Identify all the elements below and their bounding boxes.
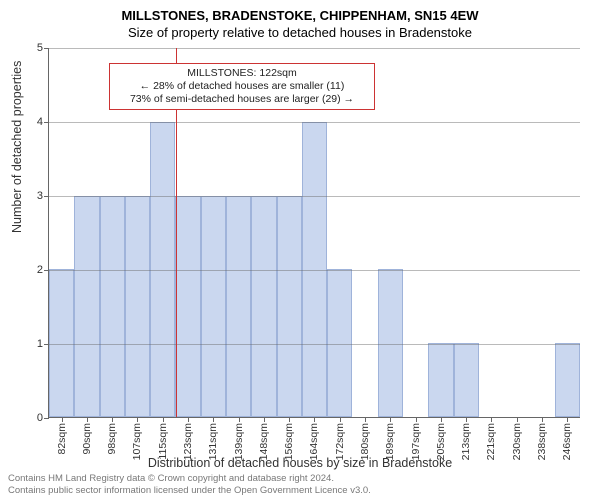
bar bbox=[251, 196, 276, 417]
bar bbox=[175, 196, 200, 417]
xtick-label: 164sqm bbox=[308, 423, 320, 460]
ytick-label: 4 bbox=[37, 116, 43, 128]
x-axis-label: Distribution of detached houses by size … bbox=[0, 456, 600, 470]
ytick-label: 0 bbox=[37, 412, 43, 424]
annotation-line-3: 73% of semi-detached houses are larger (… bbox=[116, 93, 368, 106]
chart-title-sub: Size of property relative to detached ho… bbox=[0, 23, 600, 44]
xtick-label: 230sqm bbox=[511, 423, 523, 460]
bar bbox=[74, 196, 99, 417]
annotation-box: MILLSTONES: 122sqm ← 28% of detached hou… bbox=[109, 63, 375, 110]
footer-line-1: Contains HM Land Registry data © Crown c… bbox=[8, 473, 371, 485]
xtick-label: 123sqm bbox=[182, 423, 194, 460]
xtick-mark bbox=[517, 417, 518, 422]
xtick-mark bbox=[137, 417, 138, 422]
xtick-label: 131sqm bbox=[207, 423, 219, 460]
xtick-mark bbox=[264, 417, 265, 422]
bar-slot: 230sqm bbox=[504, 48, 529, 417]
xtick-mark bbox=[314, 417, 315, 422]
ytick-mark bbox=[44, 48, 49, 49]
bar-slot: 82sqm bbox=[49, 48, 74, 417]
xtick-label: 98sqm bbox=[106, 423, 118, 455]
xtick-label: 205sqm bbox=[435, 423, 447, 460]
bar-slot: 90sqm bbox=[74, 48, 99, 417]
xtick-mark bbox=[491, 417, 492, 422]
bar bbox=[428, 343, 453, 417]
xtick-mark bbox=[239, 417, 240, 422]
xtick-label: 189sqm bbox=[384, 423, 396, 460]
bar-slot: 238sqm bbox=[529, 48, 554, 417]
bar bbox=[277, 196, 302, 417]
ytick-label: 2 bbox=[37, 264, 43, 276]
xtick-label: 90sqm bbox=[81, 423, 93, 455]
ytick-label: 1 bbox=[37, 338, 43, 350]
ytick-mark bbox=[44, 196, 49, 197]
xtick-mark bbox=[163, 417, 164, 422]
bar-slot: 189sqm bbox=[378, 48, 403, 417]
xtick-mark bbox=[213, 417, 214, 422]
xtick-mark bbox=[416, 417, 417, 422]
xtick-label: 139sqm bbox=[233, 423, 245, 460]
xtick-label: 221sqm bbox=[485, 423, 497, 460]
plot-area: 82sqm90sqm98sqm107sqm115sqm123sqm131sqm1… bbox=[48, 48, 580, 418]
bar bbox=[125, 196, 150, 417]
xtick-mark bbox=[466, 417, 467, 422]
bar bbox=[226, 196, 251, 417]
chart-title-main: MILLSTONES, BRADENSTOKE, CHIPPENHAM, SN1… bbox=[0, 0, 600, 23]
bar-slot: 221sqm bbox=[479, 48, 504, 417]
xtick-mark bbox=[390, 417, 391, 422]
xtick-mark bbox=[289, 417, 290, 422]
xtick-label: 197sqm bbox=[410, 423, 422, 460]
gridline-h bbox=[49, 122, 580, 123]
xtick-mark bbox=[87, 417, 88, 422]
bar bbox=[100, 196, 125, 417]
footer-attribution: Contains HM Land Registry data © Crown c… bbox=[8, 473, 371, 497]
bar-slot: 205sqm bbox=[428, 48, 453, 417]
xtick-label: 172sqm bbox=[334, 423, 346, 460]
xtick-label: 238sqm bbox=[536, 423, 548, 460]
bar-slot: 197sqm bbox=[403, 48, 428, 417]
chart-container: MILLSTONES, BRADENSTOKE, CHIPPENHAM, SN1… bbox=[0, 0, 600, 500]
xtick-label: 82sqm bbox=[56, 423, 68, 455]
bar-slot: 246sqm bbox=[555, 48, 580, 417]
xtick-mark bbox=[542, 417, 543, 422]
bar bbox=[201, 196, 226, 417]
xtick-label: 107sqm bbox=[131, 423, 143, 460]
footer-line-2: Contains public sector information licen… bbox=[8, 485, 371, 497]
gridline-h bbox=[49, 344, 580, 345]
xtick-label: 180sqm bbox=[359, 423, 371, 460]
xtick-mark bbox=[441, 417, 442, 422]
xtick-mark bbox=[567, 417, 568, 422]
xtick-mark bbox=[365, 417, 366, 422]
xtick-label: 213sqm bbox=[460, 423, 472, 460]
ytick-mark bbox=[44, 122, 49, 123]
ytick-label: 5 bbox=[37, 42, 43, 54]
xtick-label: 148sqm bbox=[258, 423, 270, 460]
y-axis-label: Number of detached properties bbox=[10, 61, 24, 233]
annotation-line-2: ← 28% of detached houses are smaller (11… bbox=[116, 80, 368, 93]
ytick-mark bbox=[44, 270, 49, 271]
xtick-mark bbox=[340, 417, 341, 422]
annotation-line-1: MILLSTONES: 122sqm bbox=[116, 67, 368, 80]
xtick-mark bbox=[188, 417, 189, 422]
ytick-mark bbox=[44, 344, 49, 345]
gridline-h bbox=[49, 270, 580, 271]
bar bbox=[454, 343, 479, 417]
xtick-mark bbox=[112, 417, 113, 422]
bar-slot: 213sqm bbox=[454, 48, 479, 417]
gridline-h bbox=[49, 196, 580, 197]
xtick-label: 156sqm bbox=[283, 423, 295, 460]
ytick-mark bbox=[44, 418, 49, 419]
xtick-label: 115sqm bbox=[157, 423, 169, 460]
xtick-mark bbox=[62, 417, 63, 422]
bar bbox=[555, 343, 580, 417]
gridline-h bbox=[49, 48, 580, 49]
plot-wrap: 82sqm90sqm98sqm107sqm115sqm123sqm131sqm1… bbox=[48, 48, 580, 418]
xtick-label: 246sqm bbox=[561, 423, 573, 460]
ytick-label: 3 bbox=[37, 190, 43, 202]
